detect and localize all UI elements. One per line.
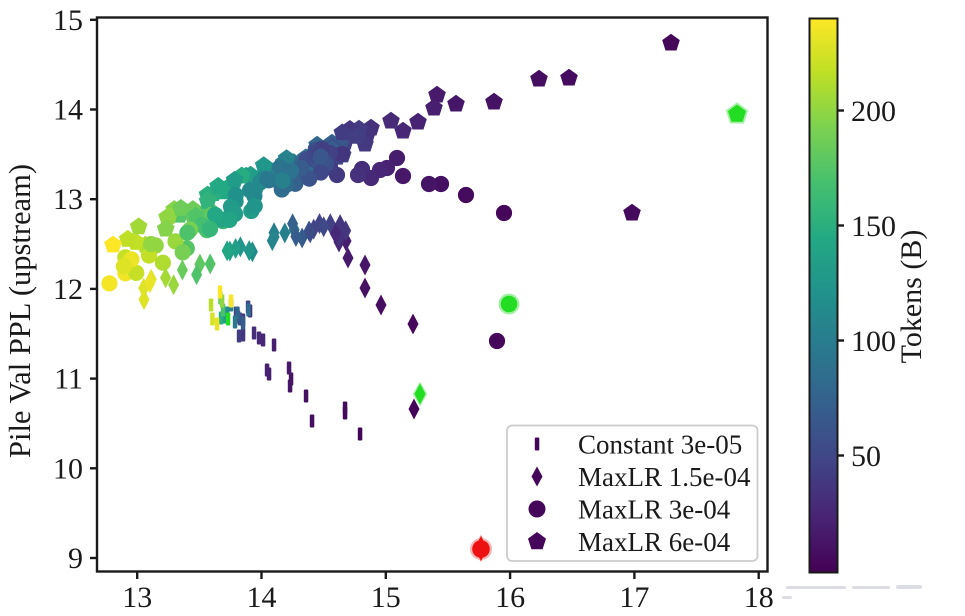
svg-text:15: 15 [371,581,401,614]
svg-text:200: 200 [851,95,896,128]
svg-text:MaxLR 3e-04: MaxLR 3e-04 [578,495,731,525]
svg-text:14: 14 [53,94,83,127]
svg-text:9: 9 [68,542,83,575]
svg-text:100: 100 [851,325,896,358]
svg-text:Tokens (B): Tokens (B) [895,230,928,364]
svg-text:150: 150 [851,210,896,243]
svg-text:11: 11 [54,363,83,396]
svg-text:18: 18 [744,581,774,614]
svg-text:13: 13 [122,581,152,614]
svg-text:10: 10 [53,452,83,485]
svg-text:MaxLR 1.5e-04: MaxLR 1.5e-04 [578,462,751,492]
svg-text:13: 13 [53,183,83,216]
svg-text:16: 16 [495,581,525,614]
svg-text:Constant 3e-05: Constant 3e-05 [578,430,742,460]
svg-text:15: 15 [53,4,83,37]
svg-text:12: 12 [53,273,83,306]
svg-text:MaxLR 6e-04: MaxLR 6e-04 [578,527,731,557]
svg-text:50: 50 [851,440,881,473]
svg-text:14: 14 [247,581,277,614]
svg-text:Pile Val PPL (upstream): Pile Val PPL (upstream) [3,164,37,458]
svg-text:17: 17 [619,581,649,614]
